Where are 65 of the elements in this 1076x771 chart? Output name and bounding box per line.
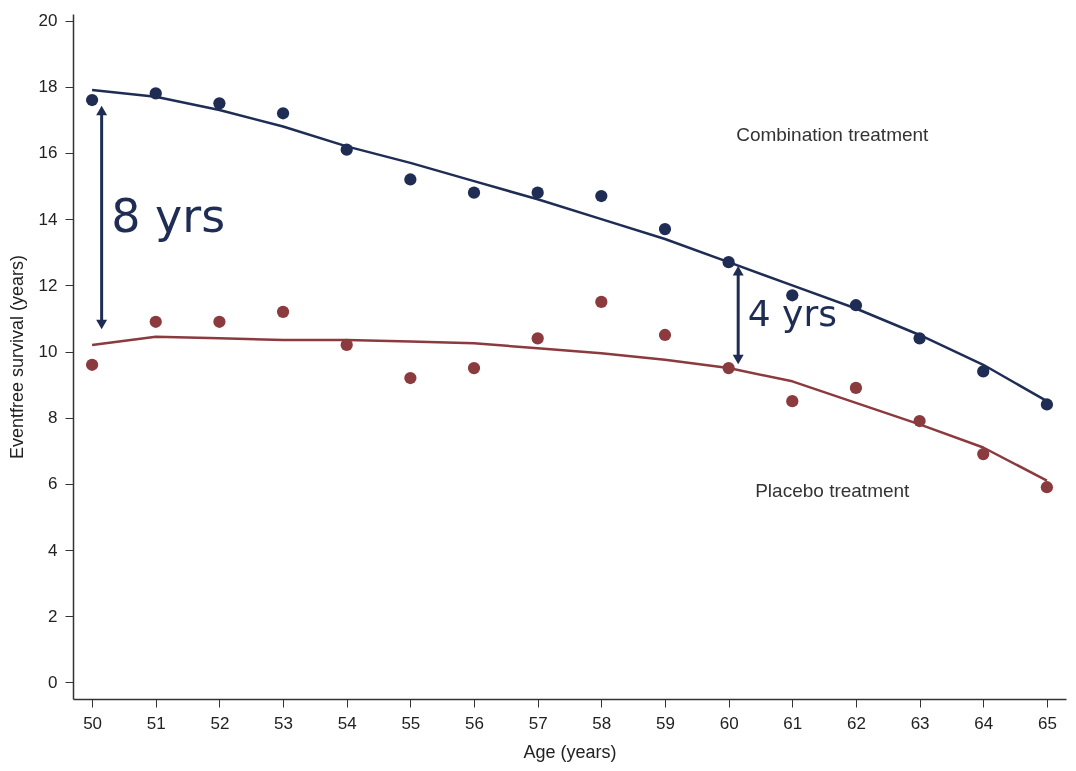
point [404, 371, 417, 385]
point [977, 448, 990, 461]
annotation: Placebo treatment [755, 480, 911, 502]
y-tick-label: 0 [48, 672, 58, 692]
point [213, 315, 226, 328]
y-tick-label: 18 [38, 77, 58, 97]
x-tick-label: 53 [274, 713, 294, 733]
point [849, 381, 863, 395]
x-tick-label: 60 [719, 713, 739, 733]
x-tick-label: 57 [528, 713, 548, 733]
x-tick-label: 59 [656, 713, 675, 733]
x-tick-label: 62 [846, 713, 866, 733]
point [149, 315, 162, 328]
point [595, 295, 608, 309]
point [85, 93, 99, 107]
point [340, 338, 353, 352]
y-tick-label: 4 [48, 540, 58, 560]
y-tick-label: 6 [48, 474, 58, 494]
y-axis-title: Eventfree survival (years) [6, 254, 27, 460]
y-tick-label: 10 [38, 342, 58, 362]
point [722, 256, 735, 269]
point [276, 305, 290, 318]
point [786, 289, 799, 302]
point [467, 361, 481, 375]
point [85, 358, 99, 371]
y-tick-label: 14 [38, 209, 58, 229]
annotation: 8 yrs [111, 188, 226, 243]
point [977, 365, 990, 378]
point [913, 414, 926, 428]
point [658, 328, 672, 342]
x-tick-label: 64 [974, 713, 994, 733]
point [1040, 481, 1054, 494]
point [722, 361, 735, 375]
y-tick-label: 2 [48, 606, 58, 626]
x-tick-label: 54 [337, 713, 357, 733]
x-tick-label: 55 [401, 713, 421, 733]
x-tick-label: 63 [910, 713, 930, 733]
point [276, 107, 290, 120]
point [467, 186, 481, 199]
x-tick-label: 56 [465, 713, 484, 733]
x-tick-label: 61 [783, 713, 803, 733]
x-tick-label: 58 [592, 713, 612, 733]
y-tick-label: 16 [38, 143, 58, 163]
y-tick-label: 12 [38, 275, 58, 295]
annotation: Combination treatment [736, 124, 930, 146]
point [340, 143, 353, 156]
point [786, 395, 799, 408]
annotation: 4 yrs [747, 293, 837, 335]
point [913, 332, 926, 345]
x-tick-label: 65 [1037, 713, 1057, 733]
x-tick-label: 50 [83, 713, 103, 733]
point [1040, 398, 1054, 411]
y-tick-label: 8 [48, 408, 58, 428]
point [213, 97, 226, 110]
point [658, 222, 672, 236]
y-tick-label: 20 [38, 11, 58, 31]
point [531, 186, 544, 199]
point [849, 299, 863, 312]
x-axis-title: Age (years) [523, 741, 617, 762]
point [531, 332, 544, 345]
point [149, 87, 162, 100]
x-tick-label: 51 [146, 713, 166, 733]
point [595, 189, 608, 203]
point [404, 173, 417, 186]
x-tick-label: 52 [210, 713, 230, 733]
